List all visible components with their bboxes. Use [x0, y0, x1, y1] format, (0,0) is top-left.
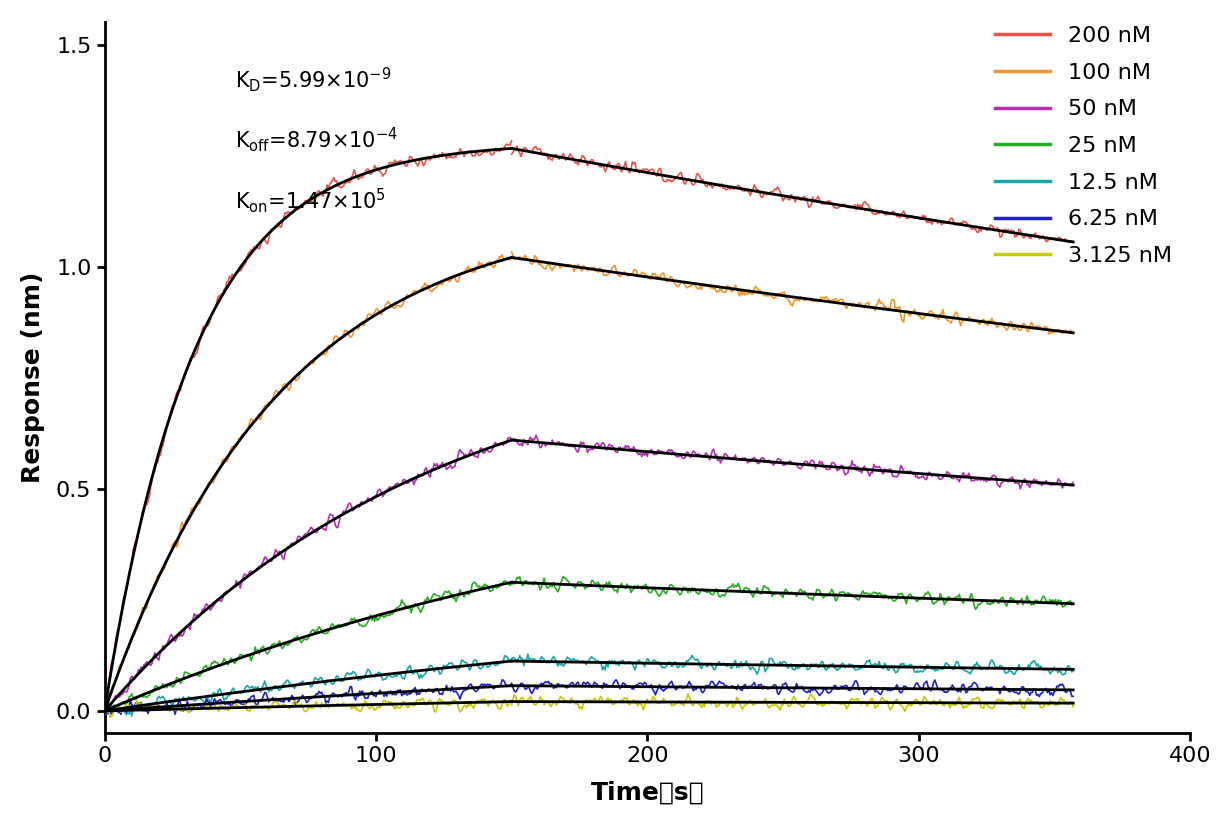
Text: K$_\mathregular{D}$=5.99×10$^{-9}$: K$_\mathregular{D}$=5.99×10$^{-9}$ — [235, 65, 392, 94]
Y-axis label: Response (nm): Response (nm) — [21, 272, 44, 483]
Text: K$_\mathregular{off}$=8.79×10$^{-4}$: K$_\mathregular{off}$=8.79×10$^{-4}$ — [235, 125, 398, 154]
Legend: 200 nM, 100 nM, 50 nM, 25 nM, 12.5 nM, 6.25 nM, 3.125 nM: 200 nM, 100 nM, 50 nM, 25 nM, 12.5 nM, 6… — [988, 19, 1179, 272]
Text: K$_\mathregular{on}$=1.47×10$^{5}$: K$_\mathregular{on}$=1.47×10$^{5}$ — [235, 186, 386, 214]
X-axis label: Time（s）: Time（s） — [590, 780, 703, 804]
